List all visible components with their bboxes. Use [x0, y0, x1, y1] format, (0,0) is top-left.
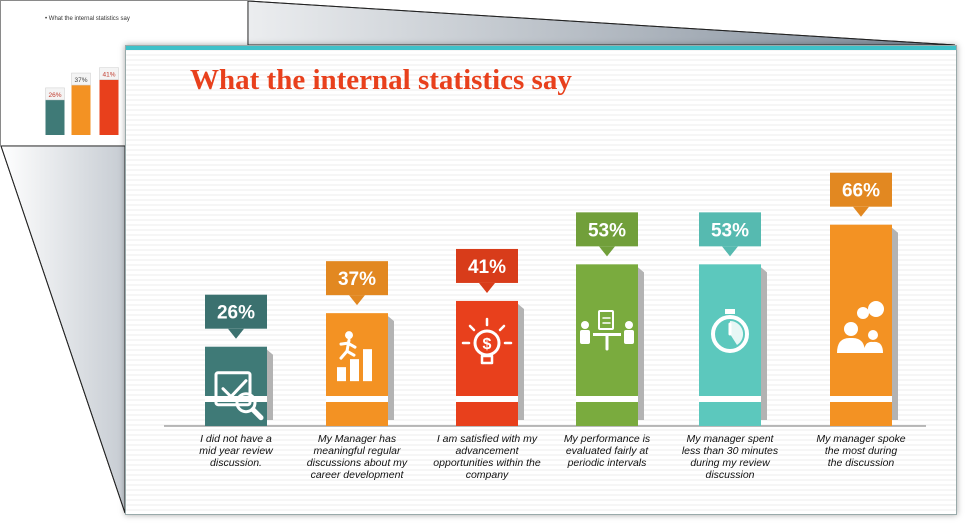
bar-group-1: 26% I did not have a mid year review discus…: [199, 294, 274, 469]
category-label: My manager spent less than 30 minutes duri…: [682, 433, 779, 481]
thumbnail-bar: [99, 79, 119, 135]
slide-accent-bar: [126, 46, 956, 50]
value-callout-pointer: [228, 328, 244, 339]
data-label: 53%: [588, 220, 626, 241]
thumbnail-value-label: 37%: [74, 77, 87, 84]
category-label: My performance is evaluated fairly at peri…: [564, 433, 651, 469]
value-callout: [456, 248, 518, 283]
bar-shadow: [267, 349, 273, 420]
value-callout: [326, 261, 388, 296]
slide-background: [126, 46, 956, 514]
bar-group-4: 53% My performance is evaluated fairly at p…: [564, 212, 651, 469]
category-label: I am satisfied with my advancement opportu…: [433, 433, 541, 481]
bar-gap: [326, 396, 388, 402]
data-label: 26%: [217, 303, 255, 324]
career-steps-icon: [337, 331, 372, 382]
bar-group-6: 66% My manager spoke the most during the di…: [816, 172, 906, 469]
thumbnail-bar-group: 37%: [71, 72, 91, 135]
value-callout: [699, 212, 761, 247]
data-label: 41%: [468, 257, 506, 278]
value-callout: [830, 172, 892, 207]
category-label: I did not have a mid year review discussio…: [199, 433, 274, 469]
bar: [830, 224, 892, 426]
value-callout: [576, 212, 638, 247]
value-callout: [205, 294, 267, 329]
data-label: 37%: [338, 269, 376, 290]
svg-text:$: $: [483, 336, 492, 353]
value-callout-pointer: [599, 246, 615, 257]
thumbnail-bar-group: 41%: [99, 67, 119, 135]
slide: What the internal statistics say 26% I di…: [125, 45, 957, 515]
thumbnail-title: • What the internal statistics say: [45, 16, 130, 22]
bar-gap: [830, 396, 892, 402]
category-label: My manager spoke the most during the discu…: [816, 433, 905, 469]
data-label: 53%: [711, 220, 749, 241]
meeting-table-icon: [580, 310, 634, 351]
thumbnail-bar: [45, 99, 65, 135]
bar-group-3: 41% $ I am satisfied with my advancement opp…: [433, 248, 541, 481]
callout-edge: [0, 145, 126, 514]
thumbnail-bar: [71, 85, 91, 135]
bar-shadow: [518, 303, 524, 420]
thumbnail-label-box: [45, 87, 65, 101]
thumbnail-label-box: [99, 67, 119, 80]
slide-title: What the internal statistics say: [190, 64, 572, 96]
data-label: 66%: [842, 181, 880, 202]
lightbulb-dollar-icon: $: [461, 317, 513, 365]
bar-gap: [205, 396, 267, 402]
bar-gap: [576, 396, 638, 402]
value-callout-pointer: [349, 295, 365, 306]
thumbnail-value-label: 26%: [48, 92, 61, 99]
thumbnail-label-box: [71, 72, 91, 86]
value-callout-pointer: [722, 246, 738, 257]
bar-group-2: 37% My Manager has meaningful regular discu…: [307, 261, 408, 481]
callout-edge: [247, 0, 956, 46]
thumbnail-bar-group: 26%: [45, 87, 65, 135]
bar-shadow: [638, 267, 644, 420]
value-callout-pointer: [479, 282, 495, 293]
speaker-chat-icon: [837, 301, 884, 353]
category-label: My Manager has meaningful regular discussi…: [307, 433, 408, 481]
bar-shadow: [388, 316, 394, 420]
checklist-magnifier-icon: [214, 371, 264, 421]
bar-gap: [456, 396, 518, 402]
value-callout-pointer: [853, 206, 869, 217]
bar-gap: [699, 396, 761, 402]
bar-chart: 26% I did not have a mid year review discus…: [164, 172, 926, 481]
thumbnail-value-label: 41%: [102, 72, 115, 79]
stopwatch-icon: [711, 309, 749, 353]
bar-shadow: [761, 267, 767, 420]
bar-group-5: 53% My manager spent less than 30 minutes d…: [682, 212, 779, 481]
bar-shadow: [892, 227, 898, 420]
